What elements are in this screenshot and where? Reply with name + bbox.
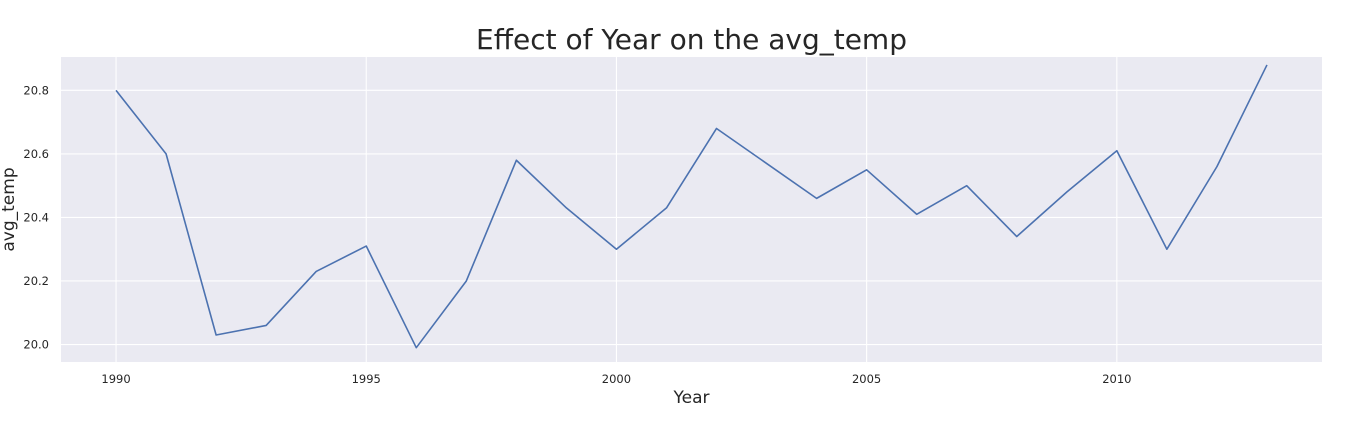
y-tick-label: 20.8 (23, 83, 49, 97)
x-tick-label: 2000 (602, 372, 631, 386)
y-tick-label: 20.0 (23, 338, 49, 352)
series-layer (115, 64, 1268, 349)
x-tick-label: 2005 (852, 372, 881, 386)
y-axis-label: avg_temp (0, 167, 19, 251)
y-tick-label: 20.4 (23, 210, 49, 224)
x-tick-label: 1990 (101, 372, 130, 386)
y-tick-label: 20.6 (23, 147, 49, 161)
x-tick-label: 2010 (1102, 372, 1131, 386)
x-tick-label: 1995 (352, 372, 381, 386)
plot-area (61, 57, 1322, 362)
series-line (115, 64, 1268, 349)
y-tick-label: 20.2 (23, 274, 49, 288)
chart-title: Effect of Year on the avg_temp (476, 23, 907, 56)
x-axis-label: Year (673, 388, 710, 408)
x-tick-labels: 1990 1995 2000 2005 2010 (101, 372, 1131, 386)
y-tick-labels: 20.0 20.2 20.4 20.6 20.8 (23, 83, 49, 351)
